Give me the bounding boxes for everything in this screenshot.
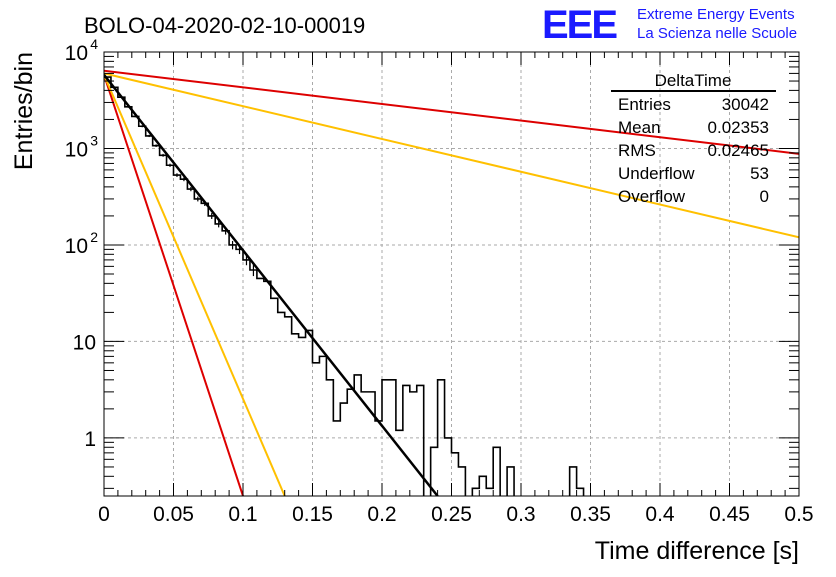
x-axis-label: Time difference [s] bbox=[595, 537, 799, 565]
grid bbox=[104, 51, 799, 496]
y-tick-label: 10 bbox=[73, 331, 96, 354]
line-fit bbox=[104, 74, 439, 496]
y-tick-exponent: 4 bbox=[90, 36, 98, 52]
x-tick-label: 0.2 bbox=[367, 503, 396, 526]
x-tick-label: 0 bbox=[98, 503, 110, 526]
logo-line-1: Extreme Energy Events bbox=[637, 6, 795, 23]
x-tick-label: 0.25 bbox=[431, 503, 472, 526]
x-tick-label: 0.05 bbox=[153, 503, 194, 526]
x-tick-label: 0.5 bbox=[784, 503, 813, 526]
y-tick-label: 10 bbox=[65, 138, 88, 161]
stats-value: 30042 bbox=[722, 95, 769, 114]
stats-label: Mean bbox=[618, 118, 661, 137]
x-tick-label: 0.45 bbox=[709, 503, 750, 526]
chart-title: BOLO-04-2020-02-10-00019 bbox=[84, 13, 365, 38]
y-tick-label: 1 bbox=[84, 428, 96, 451]
stats-label: Underflow bbox=[618, 164, 695, 183]
histogram bbox=[104, 76, 585, 496]
y-axis-label: Entries/bin bbox=[10, 52, 38, 170]
stats-box: DeltaTime Entries 30042 Mean 0.02353 RMS 0.02… bbox=[611, 71, 776, 206]
line-yellow-steep bbox=[104, 74, 286, 496]
logo-line-2: La Scienza nelle Scuole bbox=[637, 25, 797, 42]
stats-value: 0 bbox=[760, 187, 769, 206]
x-tick-label: 0.3 bbox=[506, 503, 535, 526]
y-tick-label: 10 bbox=[65, 235, 88, 258]
stats-value: 0.02465 bbox=[708, 141, 769, 160]
y-tick-exponent: 2 bbox=[90, 229, 98, 245]
stats-value: 0.02353 bbox=[708, 118, 769, 137]
stats-title: DeltaTime bbox=[655, 71, 732, 90]
line-red-shallow bbox=[104, 69, 799, 155]
stats-label: Overflow bbox=[618, 187, 686, 206]
x-tick-label: 0.35 bbox=[570, 503, 611, 526]
reference-lines bbox=[104, 69, 799, 496]
x-tick-label: 0.4 bbox=[645, 503, 675, 526]
fit-line-layer bbox=[104, 74, 439, 496]
y-tick-label: 10 bbox=[65, 42, 88, 65]
x-axis: 0 0.05 0.1 0.15 0.2 0.25 0.3 0.35 0.4 0.45 0.5 bbox=[98, 52, 814, 526]
stats-value: 53 bbox=[750, 164, 769, 183]
x-tick-label: 0.1 bbox=[228, 503, 257, 526]
line-red-steep bbox=[104, 74, 244, 496]
line-yellow-shallow bbox=[104, 72, 799, 239]
stats-label: Entries bbox=[618, 95, 671, 114]
x-tick-label: 0.15 bbox=[292, 503, 333, 526]
stats-label: RMS bbox=[618, 141, 656, 160]
stats-rows: Entries 30042 Mean 0.02353 RMS 0.02465 Underfl… bbox=[618, 95, 769, 206]
y-tick-exponent: 3 bbox=[90, 132, 98, 148]
eee-logo: EEE bbox=[542, 3, 617, 47]
